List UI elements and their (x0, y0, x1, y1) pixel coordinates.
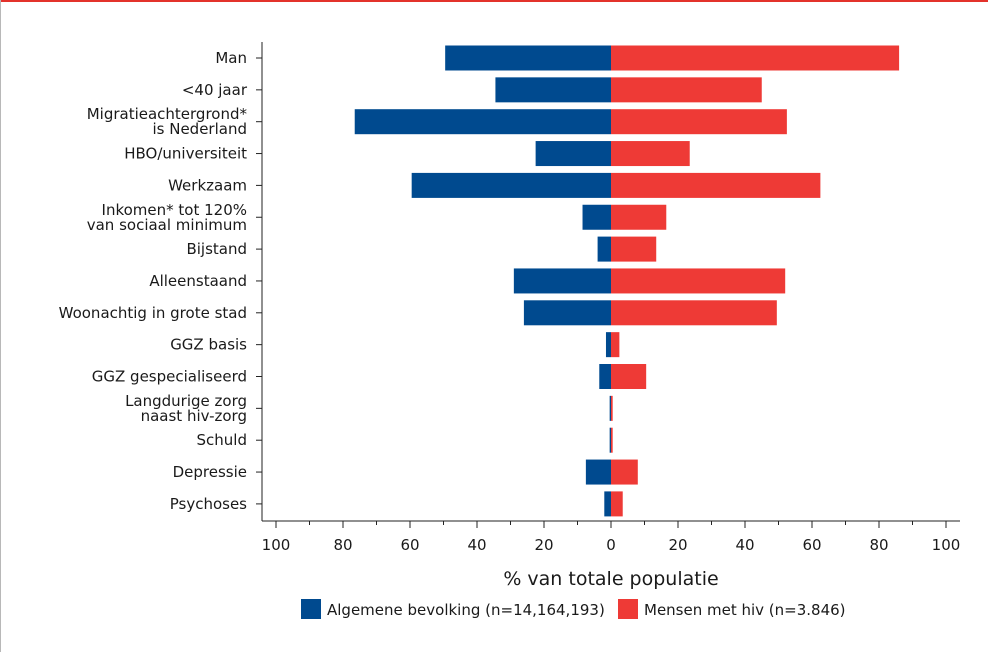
category-label: van sociaal minimum (87, 216, 247, 234)
x-tick-label: 100 (932, 536, 961, 554)
bar-mensen-met-hiv (611, 459, 638, 485)
x-tick-label: 20 (534, 536, 553, 554)
bar-algemene-bevolking (609, 395, 611, 421)
bar-mensen-met-hiv (611, 300, 777, 326)
category-label: HBO/universiteit (124, 145, 247, 163)
category-label: Werkzaam (168, 176, 247, 194)
x-tick-label: 60 (400, 536, 419, 554)
left-rule (0, 0, 1, 652)
bar-algemene-bevolking (582, 204, 611, 230)
bar-algemene-bevolking (597, 236, 611, 262)
legend-swatch-mensen-met-hiv (618, 599, 638, 619)
bar-mensen-met-hiv (611, 77, 762, 103)
bar-mensen-met-hiv (611, 395, 613, 421)
category-label: GGZ gespecialiseerd (92, 368, 247, 386)
category-label: Schuld (197, 431, 247, 449)
category-label: Man (215, 49, 247, 67)
bar-algemene-bevolking (495, 77, 611, 103)
x-tick-label: 80 (869, 536, 888, 554)
bar-algemene-bevolking (535, 141, 611, 167)
x-tick-label: 40 (467, 536, 486, 554)
bar-mensen-met-hiv (611, 141, 690, 167)
bar-mensen-met-hiv (611, 45, 900, 71)
bar-mensen-met-hiv (611, 427, 613, 453)
bar-algemene-bevolking (411, 172, 611, 198)
category-label: <40 jaar (182, 81, 248, 99)
category-label: Depressie (173, 463, 247, 481)
x-tick-label: 40 (735, 536, 754, 554)
bar-mensen-met-hiv (611, 491, 623, 517)
bar-algemene-bevolking (609, 427, 611, 453)
bar-mensen-met-hiv (611, 364, 647, 389)
x-tick-label: 100 (262, 536, 291, 554)
top-rule (0, 0, 988, 2)
bar-algemene-bevolking (585, 459, 611, 485)
bar-algemene-bevolking (513, 268, 611, 294)
x-tick-label: 60 (802, 536, 821, 554)
category-label: GGZ basis (170, 336, 247, 354)
x-tick-label: 20 (668, 536, 687, 554)
bar-algemene-bevolking (599, 364, 611, 389)
category-label: is Nederland (152, 120, 247, 138)
legend-swatch-algemene-bevolking (301, 599, 321, 619)
category-label: Langdurige zorg (125, 392, 247, 410)
bar-mensen-met-hiv (611, 172, 821, 198)
bar-mensen-met-hiv (611, 109, 787, 135)
x-tick-label: 80 (333, 536, 352, 554)
category-label: Psychoses (170, 495, 247, 513)
x-axis-title: % van totale populatie (503, 568, 718, 590)
bar-mensen-met-hiv (611, 236, 657, 262)
category-label: Inkomen* tot 120% (102, 201, 247, 219)
legend-label-algemene-bevolking: Algemene bevolking (n=14,164,193) (327, 601, 605, 619)
bar-algemene-bevolking (523, 300, 611, 326)
category-label: Alleenstaand (149, 272, 247, 290)
category-label: naast hiv-zorg (141, 407, 247, 425)
category-label: Bijstand (186, 240, 247, 258)
category-label: Woonachtig in grote stad (59, 304, 247, 322)
bar-mensen-met-hiv (611, 268, 786, 294)
bar-algemene-bevolking (354, 109, 611, 135)
bar-algemene-bevolking (445, 45, 611, 71)
x-tick-label: 0 (606, 536, 616, 554)
category-label: Migratieachtergrond* (87, 105, 248, 123)
bar-mensen-met-hiv (611, 332, 620, 358)
bar-algemene-bevolking (605, 332, 611, 358)
bar-mensen-met-hiv (611, 204, 667, 230)
bar-algemene-bevolking (604, 491, 611, 517)
legend-label-mensen-met-hiv: Mensen met hiv (n=3.846) (644, 601, 846, 619)
